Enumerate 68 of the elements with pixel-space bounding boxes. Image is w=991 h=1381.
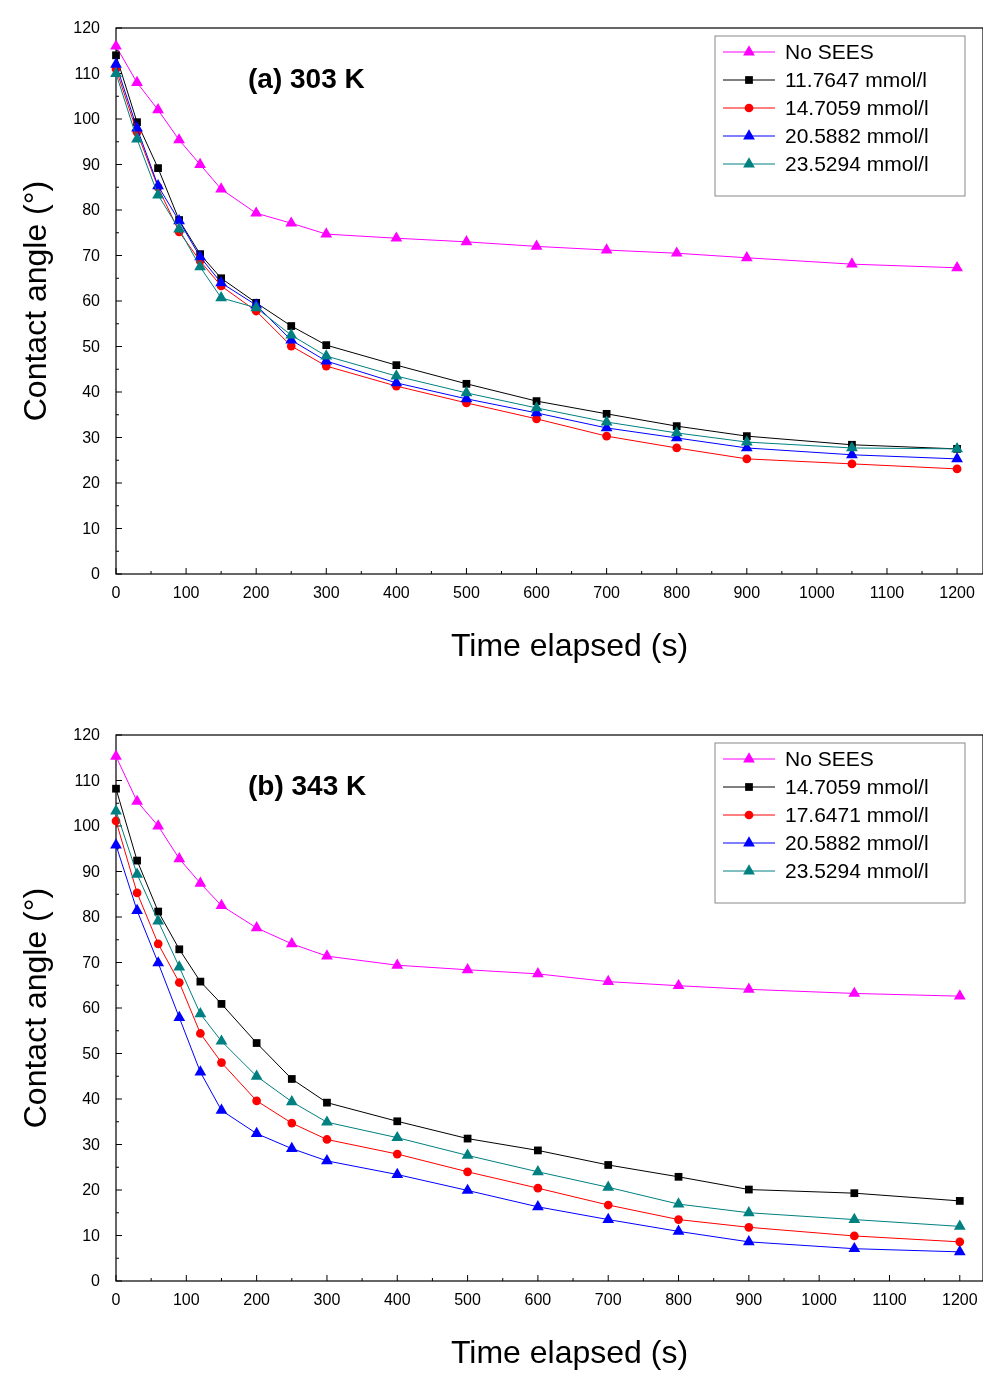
- legend-label: No SEES: [785, 40, 874, 63]
- x-tick-label: 300: [313, 1291, 341, 1308]
- y-tick-label: 110: [74, 771, 101, 789]
- y-tick-label: 30: [82, 428, 101, 446]
- x-tick-label: 400: [383, 1291, 411, 1308]
- x-tick-label: 1100: [869, 584, 905, 601]
- legend-label: 11.7647 mmol/l: [785, 68, 928, 91]
- x-tick-label: 1100: [872, 1291, 907, 1308]
- y-tick-label: 20: [82, 1181, 101, 1198]
- x-tick-label: 900: [733, 584, 761, 601]
- y-tick-label: 90: [82, 155, 101, 173]
- legend-label: 17.6471 mmol/l: [785, 803, 929, 826]
- y-tick-label: 0: [91, 565, 101, 582]
- y-tick-label: 120: [73, 726, 101, 743]
- y-tick-label: 90: [82, 862, 101, 880]
- y-tick-label: 70: [82, 246, 101, 264]
- y-tick-label: 100: [73, 817, 101, 834]
- y-axis-title: Contact angle (°): [17, 887, 53, 1129]
- y-tick-label: 120: [73, 19, 101, 36]
- legend-label: 23.5294 mmol/l: [785, 859, 929, 882]
- x-tick-label: 1200: [942, 1291, 978, 1308]
- x-tick-label: 800: [663, 584, 691, 601]
- x-axis-title: Time elapsed (s): [450, 627, 689, 663]
- y-tick-label: 110: [74, 64, 101, 82]
- x-tick-label: 1200: [939, 584, 975, 601]
- x-axis-title: Time elapsed (s): [450, 1334, 689, 1370]
- y-tick-label: 30: [82, 1135, 101, 1153]
- y-tick-label: 80: [82, 201, 101, 218]
- x-tick-label: 600: [523, 584, 550, 601]
- legend-label: 14.7059 mmol/l: [785, 96, 929, 119]
- legend-label: 20.5882 mmol/l: [785, 124, 929, 147]
- y-tick-label: 60: [82, 999, 101, 1016]
- x-tick-label: 500: [453, 584, 480, 601]
- y-tick-label: 0: [91, 1272, 101, 1289]
- y-tick-label: 20: [82, 474, 101, 491]
- text: (a) 303 K: [248, 63, 365, 94]
- x-tick-label: 1000: [801, 1291, 838, 1308]
- y-axis-title: Contact angle (°): [17, 180, 53, 422]
- y-tick-label: 50: [82, 1044, 101, 1062]
- x-tick-label: 500: [454, 1291, 482, 1308]
- y-tick-label: 10: [82, 1226, 101, 1244]
- x-tick-label: 700: [594, 1291, 622, 1308]
- x-tick-label: 800: [665, 1291, 692, 1308]
- y-tick-label: 40: [82, 1090, 101, 1107]
- y-tick-label: 40: [82, 383, 101, 400]
- y-tick-label: 60: [82, 292, 101, 309]
- x-tick-label: 0: [111, 584, 121, 601]
- legend-label: No SEES: [785, 747, 874, 770]
- x-tick-label: 200: [243, 1291, 271, 1308]
- y-tick-label: 10: [82, 519, 101, 537]
- x-tick-label: 300: [312, 584, 340, 601]
- x-tick-label: 100: [172, 584, 200, 601]
- x-tick-label: 100: [172, 1291, 200, 1308]
- x-tick-label: 700: [593, 584, 621, 601]
- legend-label: 20.5882 mmol/l: [785, 831, 929, 854]
- y-tick-label: 50: [82, 337, 101, 355]
- x-tick-label: 600: [524, 1291, 552, 1308]
- text: (b) 343 K: [248, 770, 367, 801]
- x-tick-label: 1000: [799, 584, 835, 601]
- y-tick-label: 70: [82, 953, 101, 971]
- y-tick-label: 80: [82, 908, 101, 925]
- x-tick-label: 0: [111, 1291, 121, 1308]
- legend-label: 23.5294 mmol/l: [785, 152, 929, 175]
- legend-label: 14.7059 mmol/l: [785, 775, 929, 798]
- x-tick-label: 200: [242, 584, 270, 601]
- x-tick-label: 900: [735, 1291, 763, 1308]
- x-tick-label: 400: [383, 584, 410, 601]
- y-tick-label: 100: [73, 110, 101, 127]
